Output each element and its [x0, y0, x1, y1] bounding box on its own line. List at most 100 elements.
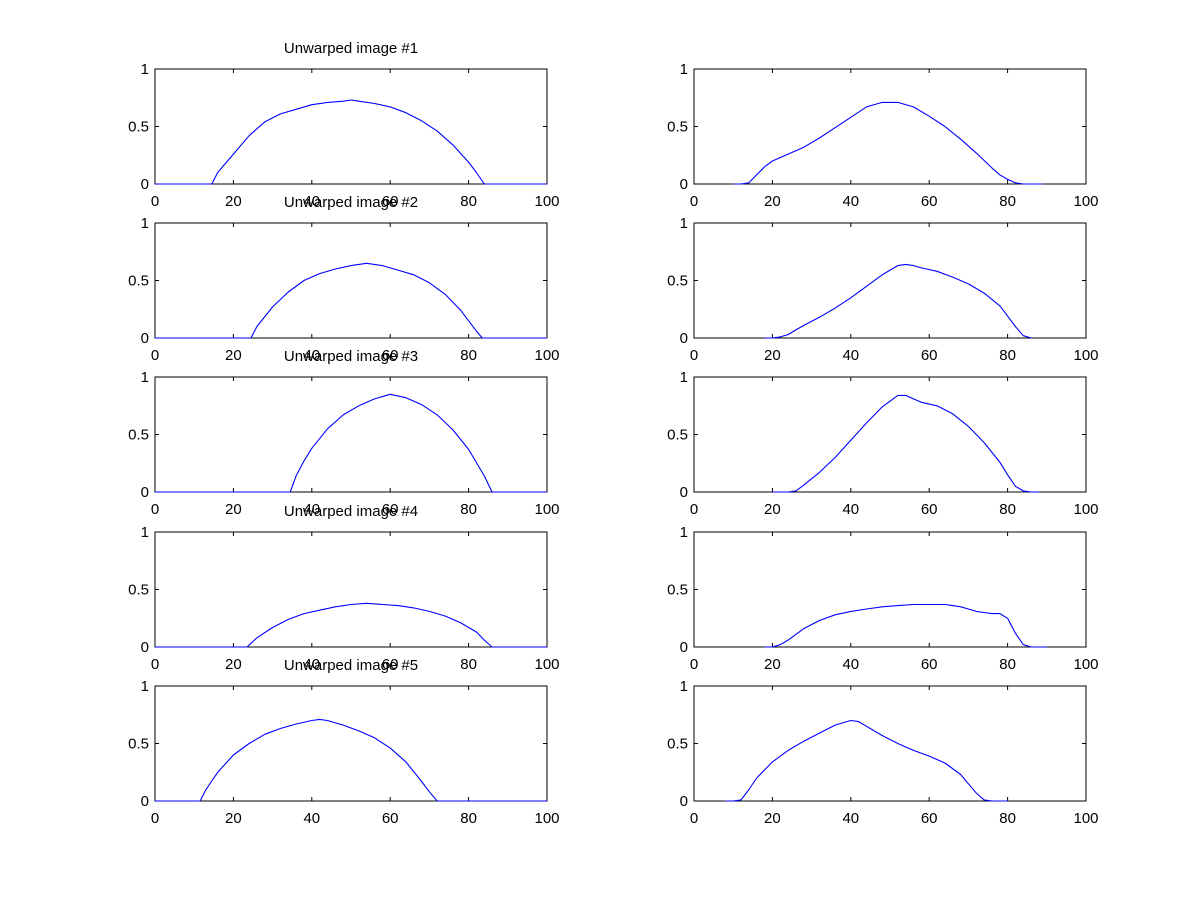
y-tick-label: 0.5: [667, 427, 688, 444]
subplot-2: 0 20 40 60 80 100 0 0.5 1: [667, 61, 1098, 210]
subplot-3: 0 20 40 60 80 100 0 0.5 1: [128, 215, 559, 364]
x-tick-label: 80: [999, 193, 1016, 210]
x-tick-label: 40: [303, 193, 320, 210]
y-tick-label: 0.5: [667, 582, 688, 599]
x-tick-label: 60: [382, 810, 399, 827]
y-tick-label: 1: [141, 524, 149, 541]
y-tick-label: 0: [680, 793, 688, 810]
y-tick-label: 0: [680, 639, 688, 656]
axes-frame: [154, 685, 548, 802]
axes-frame: [693, 222, 1087, 339]
y-tick-label: 0.5: [128, 273, 149, 290]
x-tick-label: 0: [151, 193, 159, 210]
series-line: [155, 262, 547, 339]
x-tick-label: 20: [764, 810, 781, 827]
y-tick-label: 0.5: [128, 582, 149, 599]
x-tick-label: 40: [842, 656, 859, 673]
y-tick-label: 1: [680, 61, 688, 78]
x-tick-label: 20: [764, 193, 781, 210]
subplot-8: 0 20 40 60 80 100 0 0.5 1: [667, 524, 1098, 673]
y-tick-label: 0: [680, 484, 688, 501]
axes-frame: [693, 68, 1087, 185]
x-tick-label: 0: [151, 810, 159, 827]
x-tick-label: 0: [690, 501, 698, 518]
x-tick-label: 40: [303, 347, 320, 364]
series-line: [764, 603, 1047, 648]
series-line: [733, 101, 1043, 185]
x-tick-label: 20: [225, 501, 242, 518]
x-tick-label: 20: [225, 347, 242, 364]
subplot-1: 0 20 40 60 80 100 0 0.5 1: [128, 61, 559, 210]
axes-frame: [154, 222, 548, 339]
y-tick-label: 1: [680, 678, 688, 695]
axes-frame: [693, 376, 1087, 493]
series-line: [772, 394, 1039, 493]
x-tick-label: 40: [842, 347, 859, 364]
series-line: [764, 263, 1032, 339]
x-tick-label: 80: [999, 501, 1016, 518]
x-tick-label: 20: [764, 656, 781, 673]
x-tick-label: 40: [842, 193, 859, 210]
axes-frame: [154, 531, 548, 648]
subplot-title: Unwarped image #5: [284, 657, 418, 674]
subplot-4: 0 20 40 60 80 100 0 0.5 1: [667, 215, 1098, 364]
y-tick-label: 0.5: [128, 427, 149, 444]
y-tick-label: 0: [141, 330, 149, 347]
x-tick-label: 60: [921, 193, 938, 210]
x-tick-label: 0: [151, 656, 159, 673]
subplot-title: Unwarped image #1: [284, 40, 418, 57]
y-tick-label: 0.5: [667, 273, 688, 290]
axes-frame: [154, 68, 548, 185]
x-tick-label: 20: [225, 810, 242, 827]
x-tick-label: 0: [690, 810, 698, 827]
series-line: [725, 719, 1008, 802]
subplot-9: 0 20 40 60 80 100 0 0.5 1: [128, 678, 559, 827]
y-tick-label: 0.5: [128, 119, 149, 136]
x-tick-label: 40: [842, 810, 859, 827]
x-tick-label: 60: [921, 810, 938, 827]
x-tick-label: 40: [842, 501, 859, 518]
y-tick-label: 1: [141, 678, 149, 695]
series-line: [155, 393, 547, 493]
x-tick-label: 100: [1073, 810, 1098, 827]
x-tick-label: 40: [303, 501, 320, 518]
x-tick-label: 100: [534, 193, 559, 210]
subplot-5: 0 20 40 60 80 100 0 0.5 1: [128, 369, 559, 518]
subplot-6: 0 20 40 60 80 100 0 0.5 1: [667, 369, 1098, 518]
y-tick-label: 0: [680, 176, 688, 193]
x-tick-label: 0: [690, 347, 698, 364]
x-tick-label: 80: [460, 347, 477, 364]
y-tick-label: 0: [141, 639, 149, 656]
y-tick-label: 0.5: [128, 736, 149, 753]
x-tick-label: 60: [382, 656, 399, 673]
x-tick-label: 60: [382, 501, 399, 518]
y-tick-label: 1: [141, 369, 149, 386]
x-tick-label: 80: [999, 656, 1016, 673]
subplot-7: 0 20 40 60 80 100 0 0.5 1: [128, 524, 559, 673]
y-tick-label: 1: [680, 369, 688, 386]
x-tick-label: 80: [999, 810, 1016, 827]
x-tick-label: 20: [225, 193, 242, 210]
x-tick-label: 80: [460, 810, 477, 827]
y-tick-label: 0: [680, 330, 688, 347]
y-tick-label: 1: [680, 524, 688, 541]
x-tick-label: 20: [764, 501, 781, 518]
x-tick-label: 80: [460, 656, 477, 673]
x-tick-label: 0: [151, 501, 159, 518]
x-tick-label: 80: [460, 501, 477, 518]
axes-frame: [693, 531, 1087, 648]
x-tick-label: 60: [921, 501, 938, 518]
x-tick-label: 80: [460, 193, 477, 210]
x-tick-label: 20: [764, 347, 781, 364]
subplot-title: Unwarped image #4: [284, 503, 418, 520]
x-tick-label: 60: [921, 347, 938, 364]
x-tick-label: 100: [534, 656, 559, 673]
x-tick-label: 60: [382, 193, 399, 210]
x-tick-label: 0: [690, 193, 698, 210]
subplot-10: 0 20 40 60 80 100 0 0.5 1: [667, 678, 1098, 827]
series-line: [155, 602, 547, 648]
y-tick-label: 0.5: [667, 736, 688, 753]
y-tick-label: 1: [141, 215, 149, 232]
x-tick-label: 100: [1073, 193, 1098, 210]
